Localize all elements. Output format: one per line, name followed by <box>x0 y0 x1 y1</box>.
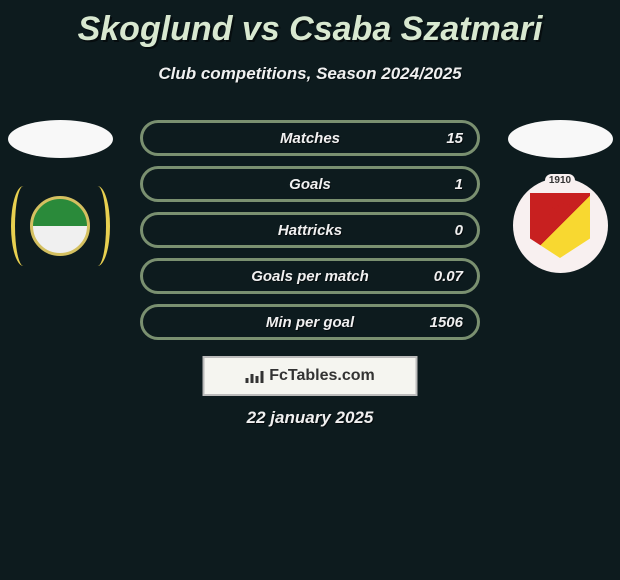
stat-right-value: 0.07 <box>425 268 463 285</box>
season-subtitle: Club competitions, Season 2024/2025 <box>0 64 620 84</box>
stat-row: Hattricks 0 <box>140 212 480 248</box>
player-left-column <box>0 120 120 273</box>
page-title: Skoglund vs Csaba Szatmari <box>0 0 620 49</box>
stat-label: Goals per match <box>251 268 369 285</box>
stat-row: Goals 1 <box>140 166 480 202</box>
player-right-silhouette <box>508 120 613 158</box>
stat-row: Matches 15 <box>140 120 480 156</box>
stat-right-value: 0 <box>425 222 463 239</box>
laurel-left-icon <box>11 186 36 266</box>
stat-right-value: 1 <box>425 176 463 193</box>
laurel-right-icon <box>85 186 110 266</box>
stat-right-value: 15 <box>425 130 463 147</box>
stat-label: Min per goal <box>266 314 354 331</box>
stat-label: Goals <box>289 176 331 193</box>
stat-label: Matches <box>280 130 340 147</box>
stat-right-value: 1506 <box>425 314 463 331</box>
bar-chart-icon <box>245 369 263 383</box>
club-badge-left <box>13 178 108 273</box>
report-date: 22 january 2025 <box>247 408 374 428</box>
club-badge-right-year: 1910 <box>545 174 575 187</box>
club-badge-right: 1910 DVTK <box>513 178 608 273</box>
club-badge-left-shield <box>30 196 90 256</box>
brand-attribution: FcTables.com <box>203 356 418 396</box>
stats-panel: Matches 15 Goals 1 Hattricks 0 Goals per… <box>140 120 480 350</box>
stat-row: Min per goal 1506 <box>140 304 480 340</box>
stat-row: Goals per match 0.07 <box>140 258 480 294</box>
brand-text: FcTables.com <box>269 367 375 385</box>
player-right-column: 1910 DVTK <box>500 120 620 273</box>
stat-label: Hattricks <box>278 222 342 239</box>
player-left-silhouette <box>8 120 113 158</box>
